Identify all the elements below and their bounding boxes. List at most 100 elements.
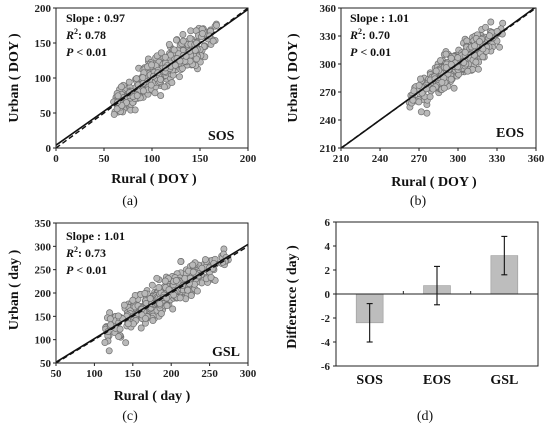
y-tick-label: -2: [321, 313, 331, 325]
scatter-point: [429, 85, 437, 93]
panel-b-r2-sup: 2: [358, 27, 362, 36]
scatter-point: [487, 18, 495, 26]
panel-d-x-ticks: SOS EOS GSL: [356, 291, 518, 388]
x-tick-label: 270: [411, 153, 428, 165]
scatter-point: [139, 74, 147, 82]
panel-d-y-ticks: -6 -4 -2 0 2 4 6: [321, 217, 336, 373]
scatter-point: [417, 75, 424, 83]
scatter-point: [201, 256, 209, 264]
x-tick-label: 100: [86, 368, 103, 380]
x-tick-label: 150: [192, 153, 209, 165]
y-tick-label: 200: [35, 3, 52, 15]
scatter-point: [142, 314, 149, 322]
panel-b-r2-label: R: [349, 28, 358, 42]
scatter-point: [476, 38, 483, 46]
scatter-point: [496, 43, 503, 51]
scatter-point: [479, 53, 487, 61]
scatter-point: [113, 105, 121, 113]
panel-c-r2: R2: 0.73: [65, 245, 106, 260]
y-tick-label: 100: [35, 335, 52, 347]
scatter-point: [156, 300, 164, 308]
y-tick-label: 50: [40, 108, 52, 120]
y-tick-label: 300: [35, 241, 52, 253]
panel-c-r2-label: R: [65, 246, 74, 260]
scatter-point: [172, 277, 180, 284]
y-tick-label: 330: [320, 31, 337, 43]
scatter-point: [207, 273, 215, 281]
x-tick-label: 150: [125, 368, 142, 380]
scatter-point: [209, 37, 217, 45]
panel-d-y-label: Difference ( day ): [285, 245, 300, 349]
scatter-point: [440, 84, 448, 92]
scatter-point: [155, 284, 163, 291]
panel-b-r2-value: : 0.70: [362, 28, 390, 42]
category-label: EOS: [423, 373, 451, 388]
y-tick-label: 200: [35, 288, 52, 300]
scatter-point: [170, 46, 178, 54]
x-tick-label: 100: [144, 153, 161, 165]
panel-c-tag: GSL: [212, 345, 240, 360]
panel-a: 0 50 100 150 200 0 50 100 150 200 Slope : 0.97 R…: [7, 3, 257, 209]
y-tick-label: -6: [321, 361, 331, 373]
scatter-point: [170, 291, 178, 299]
scatter-point: [193, 287, 201, 295]
y-tick-label: 4: [325, 241, 331, 253]
panel-b-p-value: < 0.01: [357, 45, 391, 59]
x-tick-label: 360: [528, 153, 545, 165]
scatter-point: [177, 258, 185, 265]
scatter-point: [148, 61, 156, 69]
panel-c-y-label: Urban ( day ): [7, 249, 22, 330]
scatter-point: [157, 92, 165, 100]
y-tick-label: 350: [35, 218, 52, 230]
panel-a-slope: Slope : 0.97: [66, 11, 125, 25]
regression-line: [55, 243, 249, 363]
panel-a-x-label: Rural ( DOY ): [111, 172, 197, 187]
scatter-point: [464, 67, 472, 75]
panel-b-p-label: P: [350, 45, 358, 59]
panel-b-lines: [340, 7, 537, 149]
scatter-point: [415, 98, 423, 106]
panel-b-x-label: Rural ( DOY ): [391, 175, 477, 190]
panel-a-tag: SOS: [208, 129, 235, 144]
scatter-point: [198, 264, 206, 272]
panel-b-x-ticks: 210 240 270 300 330 360: [333, 148, 545, 165]
scatter-point: [486, 32, 493, 40]
scatter-point: [160, 83, 168, 91]
scatter-point: [442, 64, 450, 72]
panel-c-points: [101, 245, 232, 355]
y-tick-label: 100: [35, 73, 52, 85]
scatter-point: [124, 320, 132, 328]
scatter-point: [101, 339, 109, 346]
scatter-point: [461, 48, 469, 56]
panel-b-points: [405, 18, 507, 117]
scatter-point: [147, 81, 155, 89]
scatter-point: [482, 23, 489, 31]
scatter-point: [157, 49, 165, 57]
panel-b-slope: Slope : 1.01: [350, 11, 409, 25]
scatter-point: [122, 339, 130, 347]
panel-b-frame: [340, 7, 537, 149]
scatter-point: [471, 42, 479, 50]
y-tick-label: 2: [325, 265, 331, 277]
scatter-point: [415, 81, 423, 89]
scatter-point: [139, 87, 147, 95]
scatter-point: [447, 75, 455, 83]
scatter-point: [213, 21, 220, 29]
scatter-point: [168, 79, 176, 87]
scatter-point: [172, 36, 180, 44]
scatter-point: [450, 84, 458, 92]
scatter-point: [193, 55, 200, 63]
panel-c-p-label: P: [66, 263, 74, 277]
scatter-point: [125, 78, 133, 86]
y-tick-label: 6: [325, 217, 331, 229]
regression-line: [340, 7, 535, 149]
scatter-point: [417, 108, 425, 116]
panel-c-y-ticks: 50 100 150 200 250 300 350: [35, 218, 56, 370]
scatter-point: [199, 30, 206, 38]
x-tick-label: 50: [51, 368, 63, 380]
scatter-point: [161, 53, 169, 61]
scatter-point: [153, 274, 161, 282]
x-tick-label: 300: [240, 368, 257, 380]
x-tick-label: 50: [99, 153, 111, 165]
y-tick-label: 270: [320, 87, 337, 99]
